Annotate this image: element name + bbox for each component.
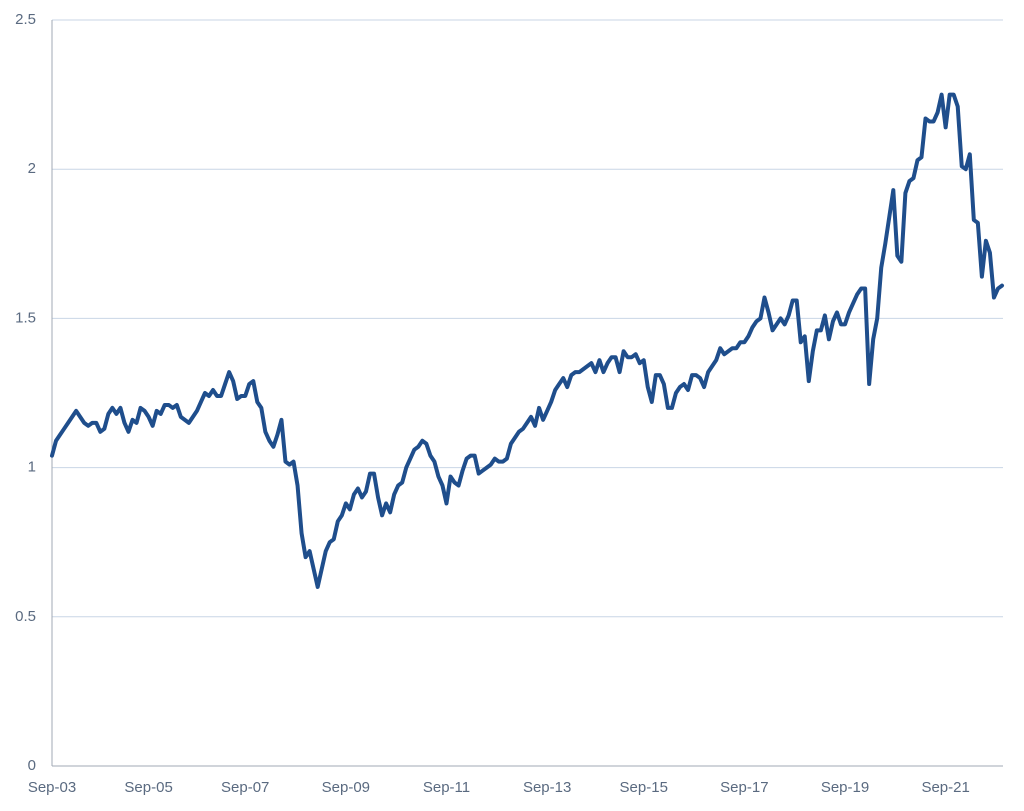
y-tick-label: 0.5	[15, 608, 36, 625]
y-tick-label: 2.5	[15, 11, 36, 28]
x-tick-label: Sep-21	[921, 779, 969, 796]
x-tick-label: Sep-07	[221, 779, 269, 796]
y-tick-label: 1	[28, 459, 36, 476]
x-tick-label: Sep-03	[28, 779, 76, 796]
x-tick-label: Sep-05	[124, 779, 172, 796]
x-tick-label: Sep-17	[720, 779, 768, 796]
x-tick-label: Sep-13	[523, 779, 571, 796]
y-tick-label: 0	[28, 757, 36, 774]
x-tick-label: Sep-15	[620, 779, 668, 796]
y-tick-label: 1.5	[15, 309, 36, 326]
data-line	[50, 92, 1004, 589]
x-tick-label: Sep-19	[821, 779, 869, 796]
y-tick-label: 2	[28, 160, 36, 177]
x-tick-label: Sep-09	[322, 779, 370, 796]
x-tick-label: Sep-11	[423, 779, 470, 796]
